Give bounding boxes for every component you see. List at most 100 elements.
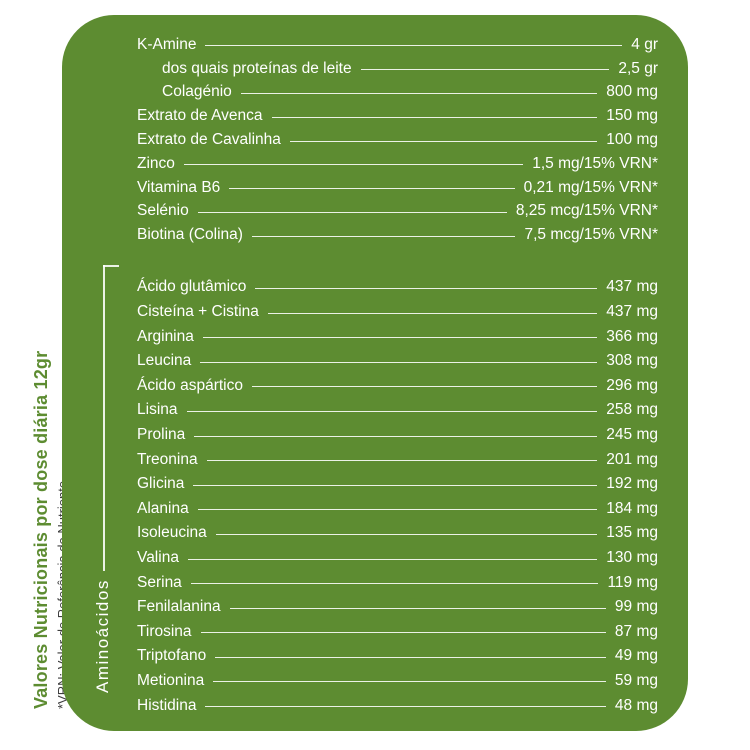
nutrient-row: Lisina 258 mg [137,398,658,423]
leader-line [193,484,598,486]
nutrient-row: Leucina 308 mg [137,349,658,374]
nutrient-row: Vitamina B6 0,21 mg/15% VRN* [137,176,658,200]
nutrient-name: Ácido glutâmico [137,278,247,296]
nutrient-row: Extrato de Cavalinha 100 mg [137,128,658,152]
leader-line [197,509,598,511]
nutrient-row: Fenilalanina 99 mg [137,595,658,620]
nutrient-value: 48 mg [614,696,658,714]
nutrient-name: Leucina [137,352,192,370]
nutrient-name: Zinco [137,154,175,172]
leader-line [255,287,598,289]
nutrient-row: Treonina 201 mg [137,447,658,472]
nutrient-name: Histidina [137,696,197,714]
nutrient-value: 4 gr [631,35,658,53]
leader-line [183,164,524,166]
nutrient-row: Alanina 184 mg [137,497,658,522]
nutrient-row: Ácido aspártico 296 mg [137,374,658,399]
nutrient-name: Cisteína + Cistina [137,303,259,321]
leader-line [197,211,507,213]
nutrient-name: Selénio [137,202,189,220]
leader-line [215,656,606,658]
leader-line [190,583,599,585]
nutrient-name: Treonina [137,450,198,468]
nutrient-value: 0,21 mg/15% VRN* [523,178,658,196]
nutrient-row: Histidina 48 mg [137,693,658,718]
nutrient-value: 296 mg [606,376,658,394]
nutrient-name: Alanina [137,499,189,517]
nutrient-row: Tirosina 87 mg [137,619,658,644]
leader-line [213,681,606,683]
leader-line [200,361,598,363]
nutrient-row: dos quais proteínas de leite 2,5 gr [137,57,658,81]
nutrient-row: Valina 130 mg [137,546,658,571]
leader-line [360,69,610,71]
nutrient-name: Arginina [137,327,194,345]
nutrient-value: 87 mg [614,622,658,640]
nutrient-value: 59 mg [614,671,658,689]
nutrient-row: Serina 119 mg [137,570,658,595]
nutrient-value: 201 mg [606,450,658,468]
leader-line [229,607,606,609]
supplement-facts-section: K-Amine 4 gr dos quais proteínas de leit… [137,33,658,247]
nutrient-name: Lisina [137,401,178,419]
nutrient-value: 437 mg [606,278,658,296]
nutrient-row: Selénio 8,25 mcg/15% VRN* [137,200,658,224]
nutrient-name: Metionina [137,671,205,689]
nutrient-value: 184 mg [606,499,658,517]
nutrient-name: Tirosina [137,622,192,640]
nutrient-name: Valina [137,549,179,566]
leader-line [289,140,598,142]
leader-line [205,45,623,47]
leader-line [251,386,598,388]
amino-bracket-arm [103,265,119,267]
nutrient-value: 49 mg [614,647,658,665]
nutrient-name: Prolina [137,426,186,444]
nutrient-row: Zinco 1,5 mg/15% VRN* [137,152,658,176]
nutrient-name: Ácido aspártico [137,376,243,394]
amino-acids-section: Ácido glutâmico 437 mg Cisteína + Cistin… [137,275,658,718]
nutrient-value: 99 mg [614,598,658,616]
nutrient-name: Colagénio [162,83,232,101]
nutrient-name: Serina [137,573,182,591]
nutrient-value: 100 mg [606,131,658,149]
leader-line [194,435,598,437]
nutrient-name: Extrato de Avenca [137,107,263,125]
nutrient-name: Extrato de Cavalinha [137,131,281,149]
leader-line [229,188,515,190]
nutrient-name: dos quais proteínas de leite [162,59,352,77]
amino-group-label: Aminoácidos [93,579,112,693]
nutrient-value: 437 mg [606,303,658,321]
nutrient-name: Glicina [137,475,185,493]
nutrient-value: 1,5 mg/15% VRN* [532,154,658,172]
nutrient-name: Fenilalanina [137,598,221,616]
leader-line [200,632,606,634]
nutrient-value: 245 mg [606,426,658,444]
nutrient-row: Biotina (Colina) 7,5 mcg/15% VRN* [137,223,658,247]
leader-line [187,558,598,560]
nutrient-row: Triptofano 49 mg [137,644,658,669]
nutrient-value: 150 mg [606,107,658,125]
page-title: Valores Nutricionais por dose diária 12g… [31,350,51,709]
nutrient-value: 258 mg [606,401,658,419]
nutrient-value: 366 mg [606,327,658,345]
leader-line [186,410,598,412]
nutrition-panel: K-Amine 4 gr dos quais proteínas de leit… [62,15,688,731]
nutrient-row: Ácido glutâmico 437 mg [137,275,658,300]
leader-line [202,337,598,339]
nutrient-name: Isoleucina [137,524,207,542]
leader-line [215,533,598,535]
nutrient-value: 8,25 mcg/15% VRN* [515,202,658,220]
nutrient-row: Colagénio 800 mg [137,81,658,105]
leader-line [271,116,598,118]
nutrient-row: K-Amine 4 gr [137,33,658,57]
leader-line [205,706,606,708]
leader-line [251,235,516,237]
nutrient-row: Arginina 366 mg [137,324,658,349]
nutrient-row: Cisteína + Cistina 437 mg [137,300,658,325]
nutrient-value: 2,5 gr [618,59,658,77]
nutrient-row: Metionina 59 mg [137,669,658,694]
leader-line [267,312,598,314]
nutrient-value: 308 mg [606,352,658,370]
nutrient-row: Isoleucina 135 mg [137,521,658,546]
nutrient-value: 130 mg [606,549,658,566]
